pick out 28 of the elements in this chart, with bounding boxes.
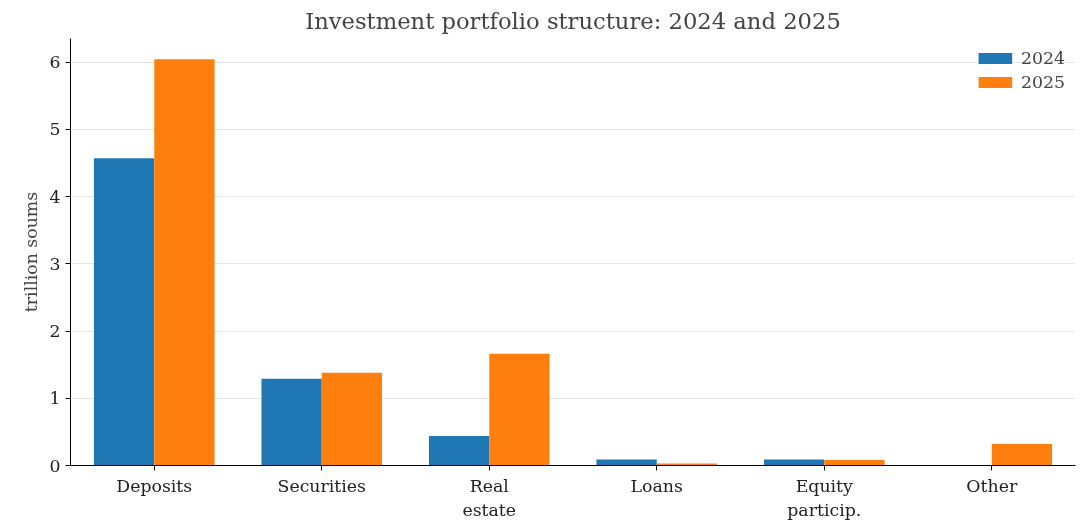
y-tick-label: 5	[49, 119, 61, 140]
x-tick-label: Equity particip.	[787, 475, 862, 520]
x-tick-label: Deposits	[116, 475, 193, 496]
y-tick-label: 6	[49, 52, 61, 73]
bar	[321, 372, 383, 466]
y-tick-label: 3	[49, 253, 61, 274]
bar	[261, 378, 322, 466]
legend-label: 2025	[1020, 72, 1065, 92]
bar	[489, 353, 550, 466]
y-tick-label: 0	[49, 455, 61, 476]
y-tick-label: 4	[49, 186, 61, 207]
x-tick-label: Loans	[630, 475, 683, 496]
x-tick-label: Other	[966, 475, 1018, 496]
x-tick-label: Securities	[277, 475, 366, 496]
legend-label: 2024	[1020, 48, 1065, 68]
bar	[824, 460, 885, 466]
bar	[991, 443, 1053, 466]
x-tick-label: Real estate	[462, 475, 517, 520]
bar	[763, 459, 825, 466]
bar	[428, 435, 490, 466]
y-tick-label: 2	[49, 321, 61, 342]
bar	[93, 158, 155, 466]
bar	[596, 459, 657, 466]
chart-title: Investment portfolio structure: 2024 and 2025	[305, 7, 841, 34]
bar	[656, 463, 718, 466]
y-tick-label: 1	[49, 388, 61, 409]
y-axis-title: trillion soums	[21, 191, 42, 313]
bar	[154, 59, 215, 466]
